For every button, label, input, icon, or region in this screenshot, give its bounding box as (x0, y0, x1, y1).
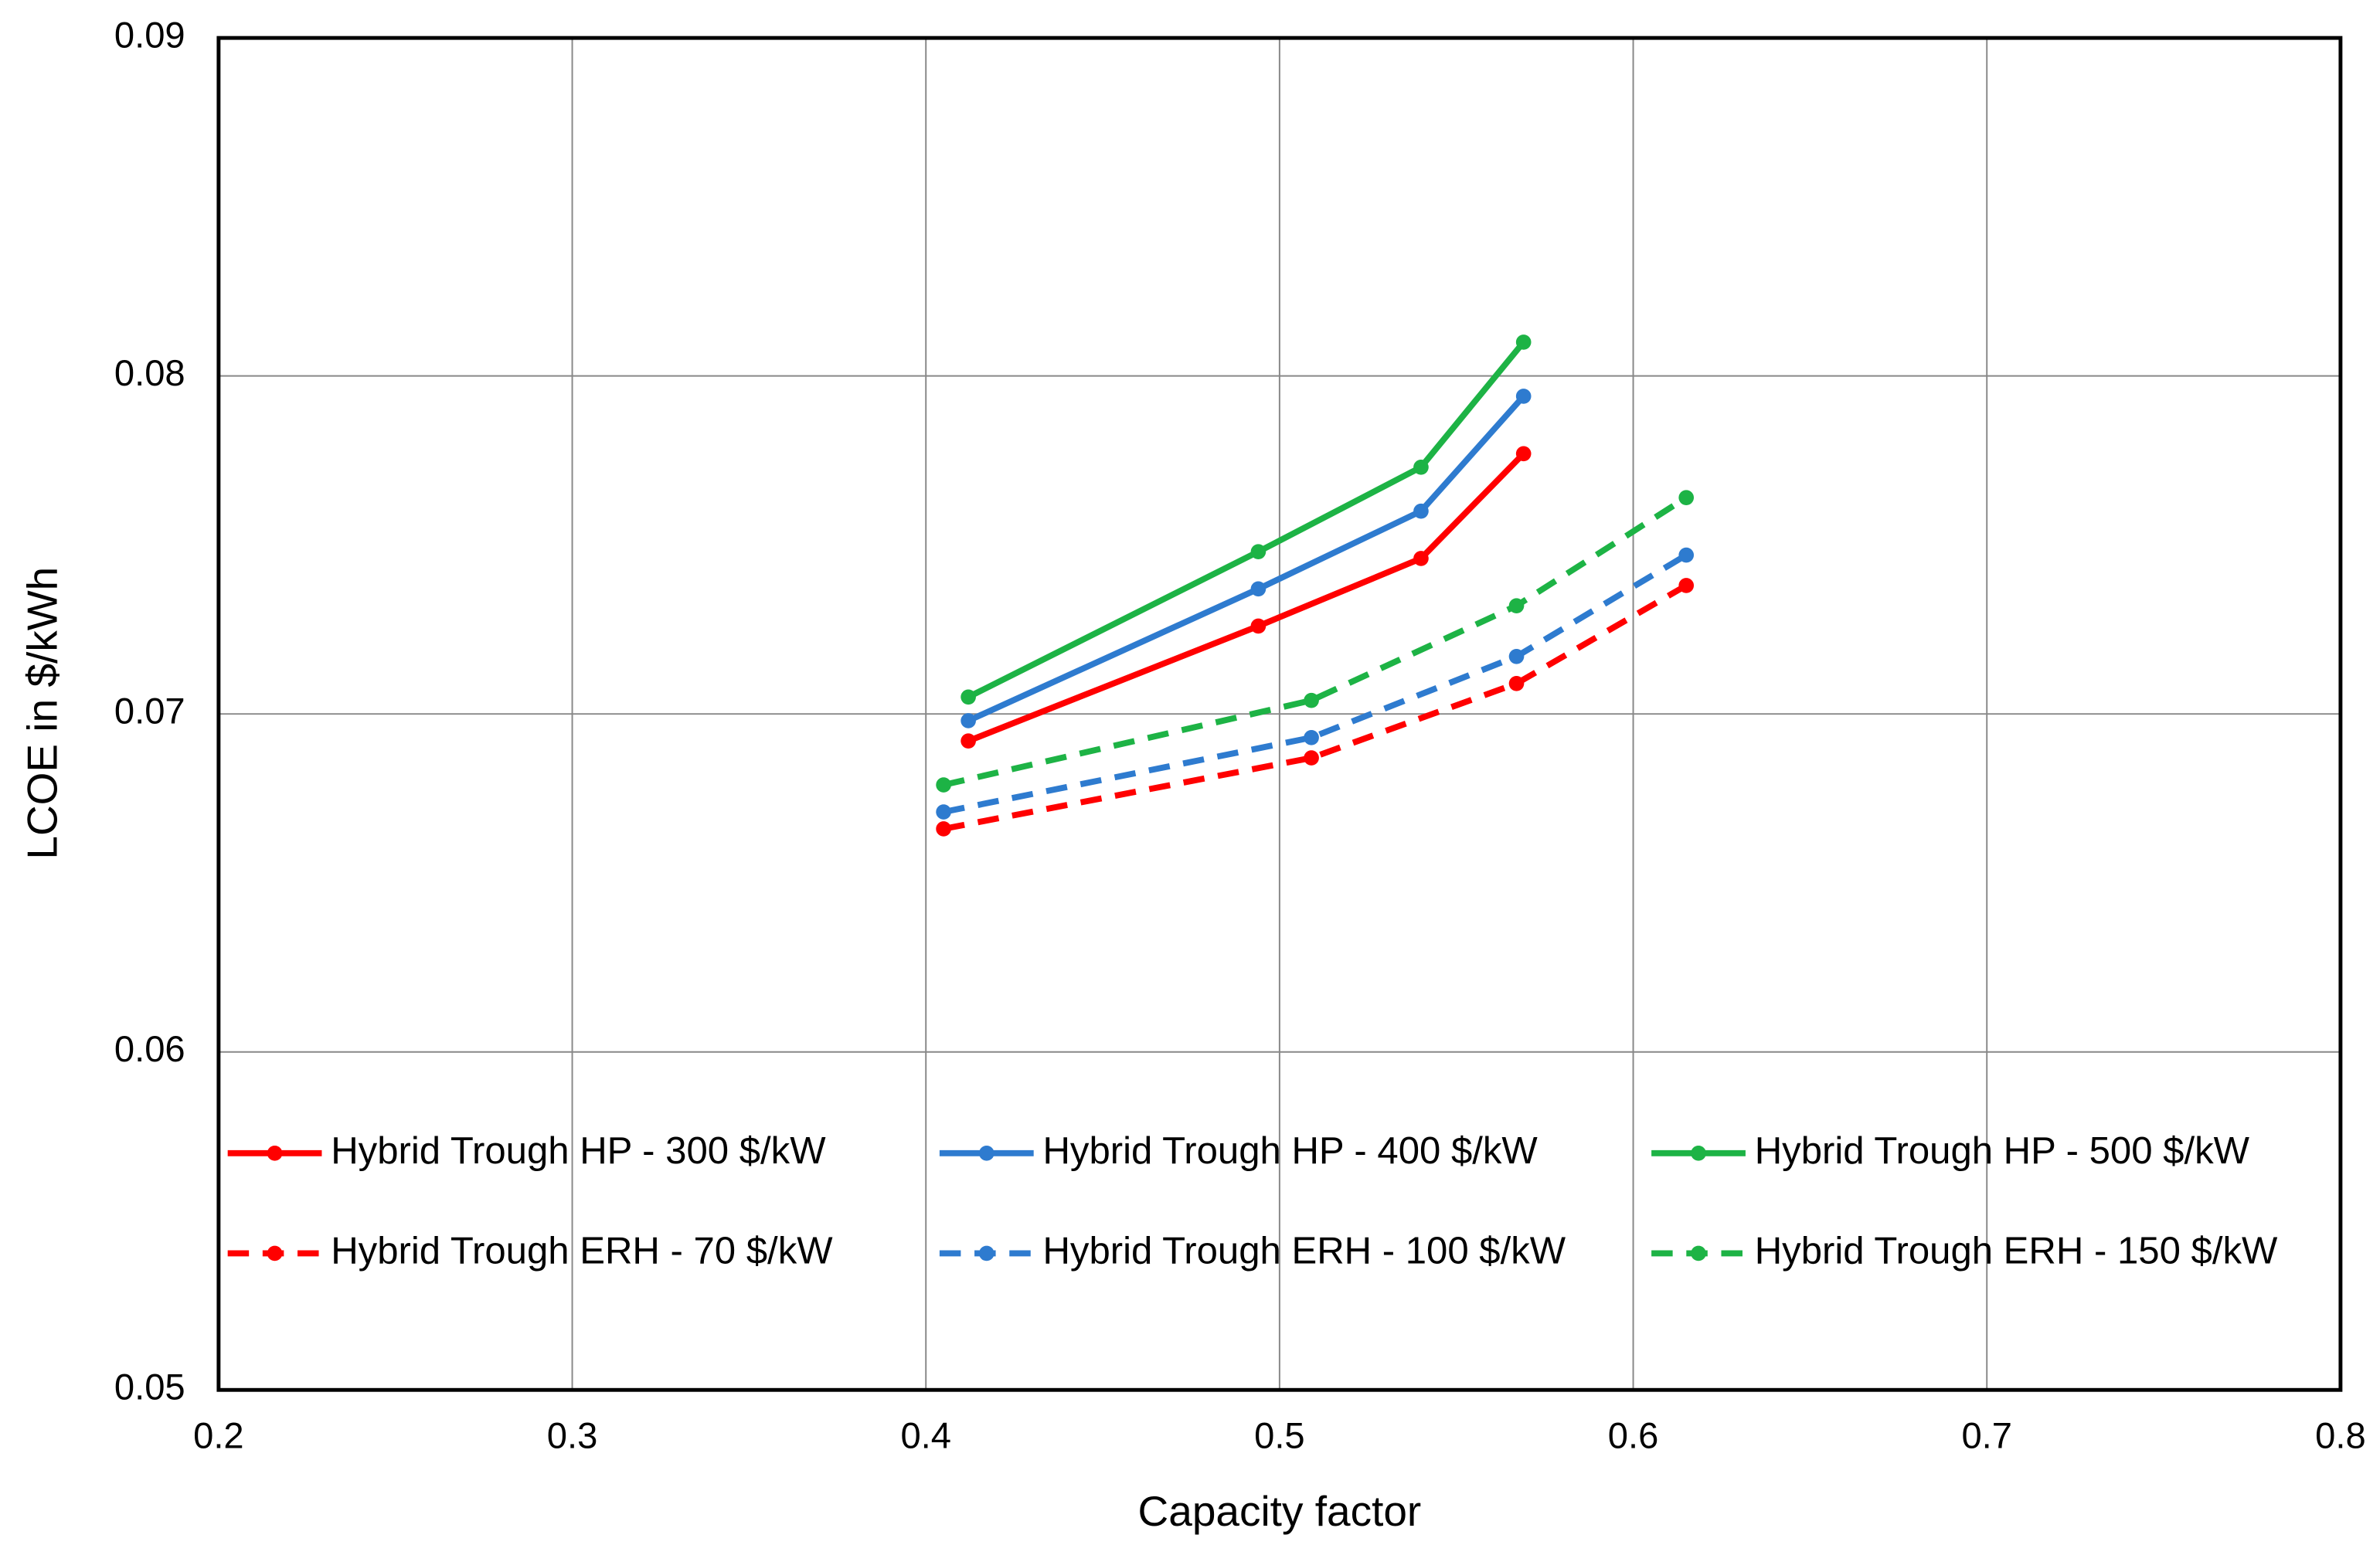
legend-marker (1691, 1245, 1706, 1261)
data-point (1413, 459, 1429, 475)
data-point (1250, 544, 1266, 559)
legend-marker (1691, 1146, 1706, 1161)
data-point (1304, 729, 1319, 745)
data-point (1678, 547, 1695, 563)
data-point (1508, 675, 1525, 691)
data-point (1250, 618, 1266, 634)
x-tick-label: 0.8 (2315, 1415, 2366, 1456)
series-line (943, 494, 1688, 788)
data-point (936, 821, 951, 837)
data-point (1515, 446, 1532, 462)
x-tick-label: 0.6 (1608, 1415, 1659, 1456)
data-point (960, 689, 976, 705)
legend-label: Hybrid Trough HP - 400 $/kW (1042, 1130, 1538, 1172)
data-point (960, 713, 976, 728)
y-tick-label: 0.05 (114, 1367, 185, 1407)
data-point (936, 804, 951, 820)
y-axis-label: LCOE in $/kWh (18, 567, 66, 860)
legend-label: Hybrid Trough HP - 500 $/kW (1755, 1130, 2250, 1172)
y-tick-label: 0.09 (114, 15, 185, 56)
x-tick-label: 0.7 (1961, 1415, 2012, 1456)
data-point (936, 777, 951, 793)
x-tick-label: 0.5 (1254, 1415, 1305, 1456)
y-tick-label: 0.06 (114, 1028, 185, 1069)
legend-marker (267, 1146, 283, 1161)
y-tick-label: 0.08 (114, 352, 185, 393)
x-tick-label: 0.4 (900, 1415, 951, 1456)
data-point (1304, 692, 1319, 708)
x-tick-label: 0.3 (547, 1415, 598, 1456)
data-point (960, 733, 976, 749)
data-point (1250, 581, 1266, 597)
data-point (1515, 389, 1532, 404)
data-point (1508, 648, 1525, 664)
legend-label: Hybrid Trough ERH - 150 $/kW (1755, 1230, 2278, 1272)
plot-frame (216, 36, 2343, 1392)
legend-label: Hybrid Trough ERH - 70 $/kW (331, 1230, 833, 1272)
y-tick-label: 0.07 (114, 691, 185, 732)
x-tick-label: 0.2 (193, 1415, 244, 1456)
data-point (1413, 503, 1429, 519)
series-line (943, 582, 1688, 832)
legend-label: Hybrid Trough ERH - 100 $/kW (1042, 1230, 1566, 1272)
series-line (967, 394, 1526, 724)
series-line (967, 451, 1526, 744)
legend-marker (978, 1245, 994, 1261)
data-point (1678, 490, 1695, 505)
series-line (967, 340, 1526, 700)
data-point (1413, 551, 1429, 566)
data-point (1508, 598, 1525, 613)
legend-label: Hybrid Trough HP - 300 $/kW (331, 1130, 826, 1172)
x-axis-label: Capacity factor (1138, 1487, 1422, 1535)
legend-marker (267, 1245, 283, 1261)
data-point (1515, 334, 1532, 350)
data-point (1304, 750, 1319, 766)
data-point (1678, 578, 1695, 593)
legend-marker (978, 1146, 994, 1161)
series-line (943, 552, 1688, 815)
